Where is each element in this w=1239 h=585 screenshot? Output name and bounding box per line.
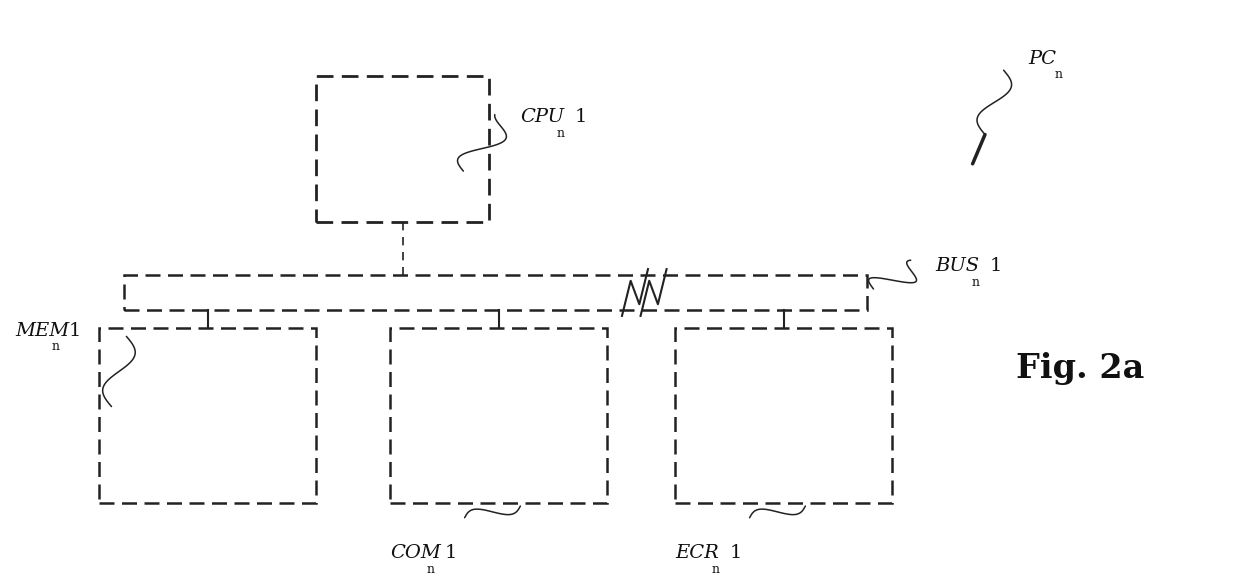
- Text: n: n: [971, 276, 980, 289]
- Text: 1: 1: [444, 544, 456, 562]
- Bar: [99, 328, 316, 503]
- Text: n: n: [1054, 68, 1062, 81]
- Text: n: n: [711, 563, 720, 576]
- Text: PC: PC: [1028, 50, 1057, 67]
- Text: COM: COM: [390, 544, 441, 562]
- Text: n: n: [558, 127, 565, 140]
- Text: n: n: [426, 563, 435, 576]
- Text: Fig. 2a: Fig. 2a: [1016, 352, 1145, 385]
- Bar: [124, 275, 867, 310]
- Bar: [316, 76, 489, 222]
- Text: 1: 1: [989, 257, 1001, 275]
- Text: ECR: ECR: [675, 544, 719, 562]
- Bar: [390, 328, 607, 503]
- Text: 1: 1: [729, 544, 741, 562]
- Text: CPU: CPU: [520, 108, 565, 126]
- Text: 1: 1: [68, 322, 81, 339]
- Text: MEM: MEM: [15, 322, 69, 339]
- Text: 1: 1: [575, 108, 586, 126]
- Text: BUS: BUS: [935, 257, 980, 275]
- Text: n: n: [52, 340, 59, 353]
- Bar: [675, 328, 892, 503]
